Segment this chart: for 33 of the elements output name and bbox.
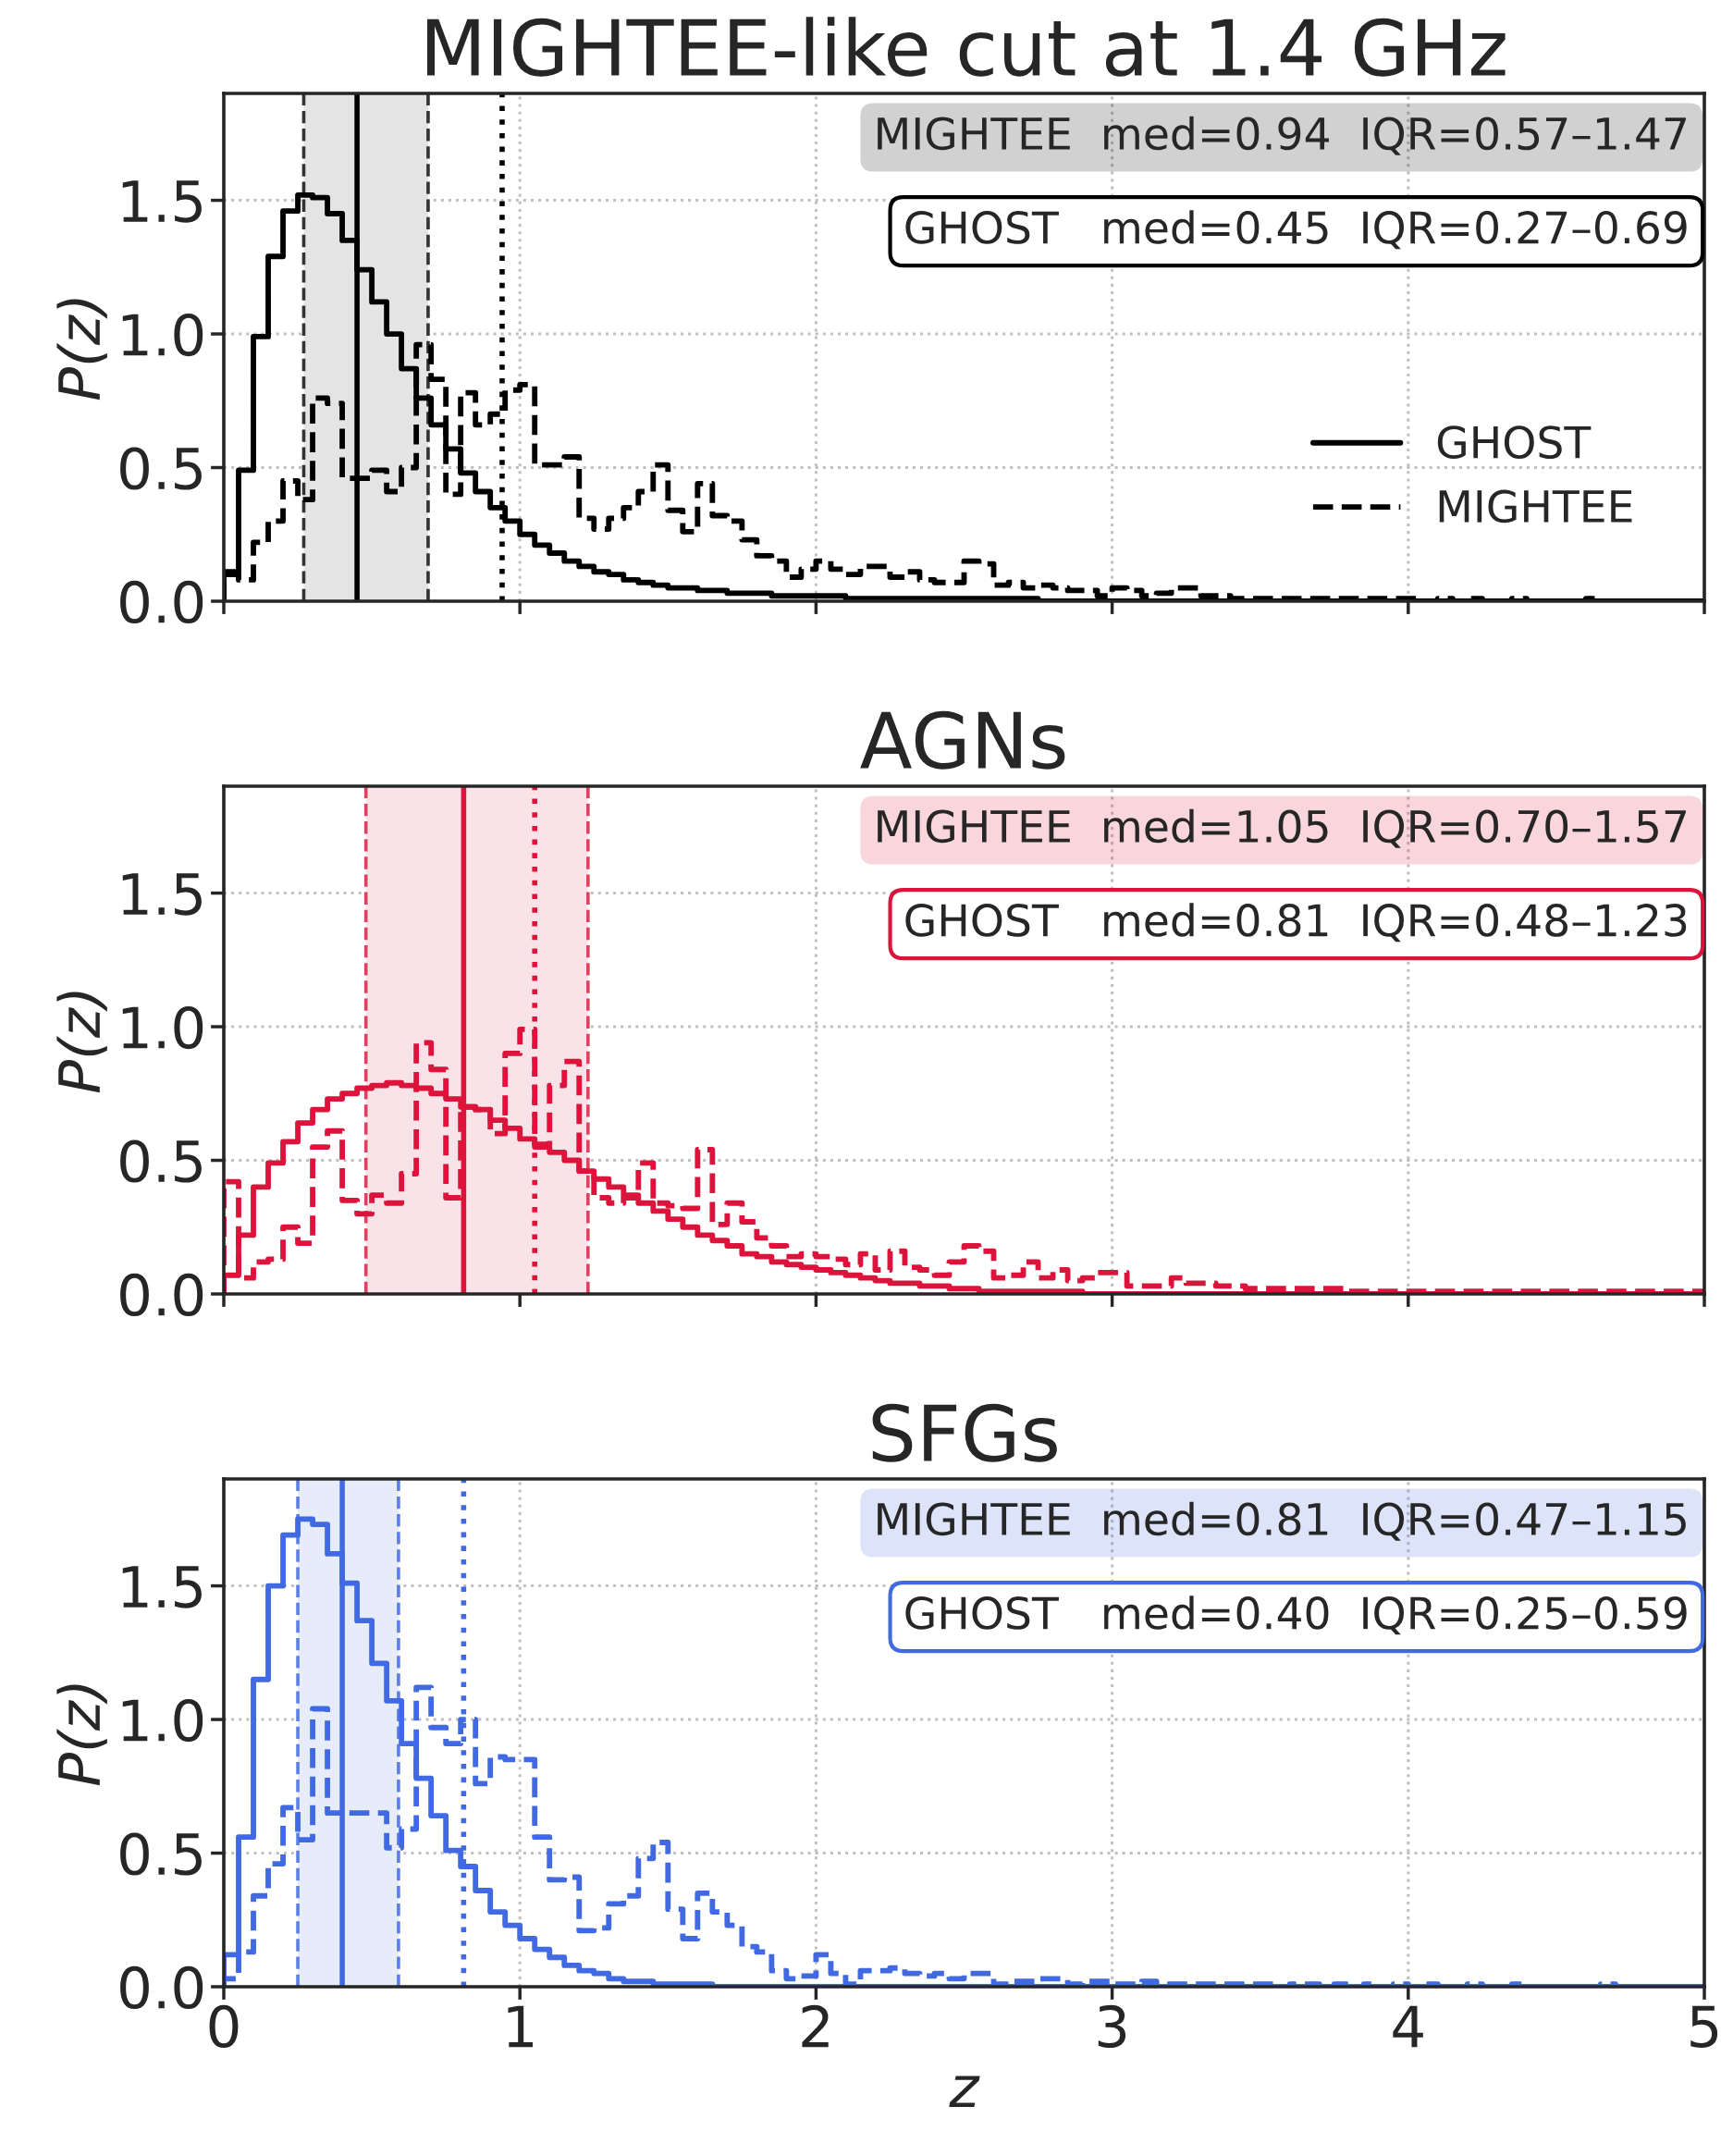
x-tick-label: 0 (209, 2004, 239, 2049)
y-tick-label: 1.0 (122, 1698, 203, 1743)
y-axis-title: P(z) (56, 299, 107, 400)
chart-title: MIGHTEE-like cut at 1.4 GHz (427, 17, 1506, 77)
chart-title: AGNs (860, 710, 1065, 770)
legend-label: MIGHTEE (1439, 489, 1632, 524)
x-tick-label: 1 (508, 2005, 533, 2048)
y-axis-title: P(z) (56, 1684, 107, 1786)
y-tick-label: 0.5 (120, 1832, 202, 1876)
y-axis-title: P(z) (56, 992, 107, 1093)
annotation: MIGHTEE med=0.81 IQR=0.47–1.15 (878, 1501, 1686, 1541)
y-tick-label: 1.5 (122, 1566, 202, 1608)
y-tick-label: 1.5 (122, 180, 202, 223)
x-tick-label: 3 (1098, 2004, 1126, 2049)
legend-label: GHOST (1437, 425, 1592, 459)
x-axis-title: z (949, 2076, 980, 2107)
y-tick-label: 0.0 (120, 1273, 203, 1317)
annotation: MIGHTEE med=0.94 IQR=0.57–1.47 (878, 116, 1686, 155)
y-tick-label: 1.0 (122, 1005, 203, 1050)
chart-title: SFGs (872, 1403, 1057, 1462)
annotation: GHOST med=0.81 IQR=0.48–1.23 (905, 903, 1687, 942)
x-tick-label: 2 (802, 2004, 829, 2048)
y-tick-label: 0.0 (120, 1965, 203, 2010)
y-tick-label: 0.5 (120, 1140, 202, 1183)
annotation: MIGHTEE med=1.05 IQR=0.70–1.57 (878, 808, 1686, 848)
y-tick-label: 1.5 (122, 873, 202, 916)
y-tick-label: 1.0 (122, 313, 203, 357)
y-tick-label: 0.5 (120, 447, 202, 490)
y-tick-label: 0.0 (120, 580, 203, 624)
annotation: GHOST med=0.40 IQR=0.25–0.59 (905, 1595, 1687, 1635)
annotation: GHOST med=0.45 IQR=0.27–0.69 (905, 210, 1687, 250)
x-tick-label: 5 (1690, 2005, 1718, 2049)
x-tick-label: 4 (1393, 2005, 1423, 2048)
